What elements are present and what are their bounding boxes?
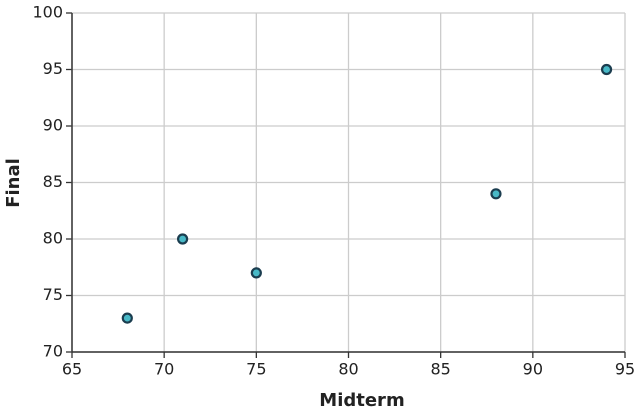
point <box>177 233 189 245</box>
y-tick-label: 70 <box>43 342 63 361</box>
y-tick-label: 95 <box>43 59 63 78</box>
y-tick-label: 85 <box>43 172 63 191</box>
x-tick-label: 65 <box>62 360 82 379</box>
x-tick-label: 75 <box>246 360 266 379</box>
x-tick-label: 70 <box>154 360 174 379</box>
y-tick-label: 80 <box>43 229 63 248</box>
point <box>121 312 133 324</box>
x-tick-label: 85 <box>430 360 450 379</box>
point <box>250 267 262 279</box>
y-tick-label: 75 <box>43 285 63 304</box>
y-axis-title: Final <box>3 158 24 208</box>
x-tick-label: 90 <box>523 360 543 379</box>
y-tick-label: 90 <box>43 116 63 135</box>
point <box>600 63 613 76</box>
x-tick-label: 80 <box>338 360 358 379</box>
x-axis-title: Midterm <box>319 390 404 411</box>
y-tick-label: 100 <box>32 3 63 22</box>
point <box>490 188 502 200</box>
x-tick-label: 95 <box>615 360 635 379</box>
